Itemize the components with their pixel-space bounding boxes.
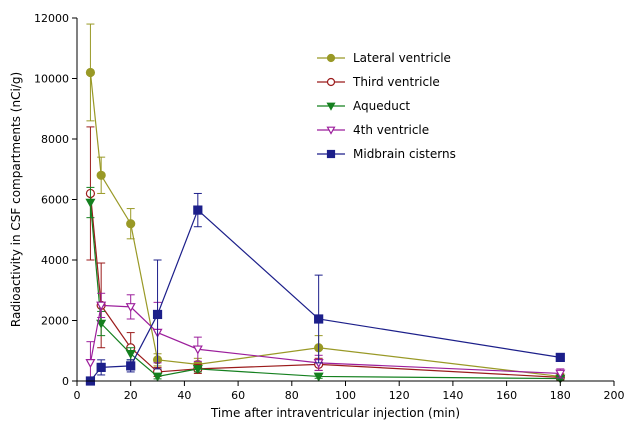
data-point (96, 301, 107, 311)
data-point (85, 67, 96, 78)
x-tick-label: 40 (177, 389, 191, 402)
data-point (126, 361, 136, 371)
y-tick-label: 2000 (41, 315, 69, 328)
series-1 (85, 126, 565, 382)
legend-item-0: Lateral ventricle (317, 51, 451, 65)
legend-label: Midbrain cisterns (353, 147, 456, 161)
data-point (125, 303, 136, 313)
data-point (96, 362, 106, 372)
legend-marker (326, 102, 336, 111)
legend-marker (326, 77, 336, 87)
x-axis-title: Time after intraventricular injection (m… (210, 406, 460, 420)
y-tick-label: 10000 (34, 73, 69, 86)
legend-item-4: Midbrain cisterns (317, 147, 456, 161)
legend-marker (326, 149, 336, 159)
y-tick-label: 0 (62, 375, 69, 388)
data-point (96, 319, 107, 329)
x-tick-label: 180 (550, 389, 571, 402)
data-point (85, 198, 96, 208)
series-layer (85, 23, 566, 386)
x-tick-label: 100 (335, 389, 356, 402)
legend: Lateral ventricle Third ventricle Aqueduct… (317, 51, 456, 161)
legend-label: Lateral ventricle (353, 51, 451, 65)
data-point (192, 365, 203, 375)
series-line (89, 193, 561, 378)
x-tick-label: 20 (124, 389, 138, 402)
data-point (125, 349, 136, 360)
data-point (555, 352, 565, 363)
y-axis-title: Radioactivity in CSF compartments (nCi/g… (9, 72, 23, 327)
y-tick-label: 8000 (41, 133, 69, 146)
series-line (89, 202, 561, 380)
y-tick-label: 12000 (34, 12, 69, 25)
y-tick-label: 4000 (41, 254, 69, 267)
x-tick-label: 160 (496, 389, 517, 402)
data-point (555, 369, 566, 379)
y-tick-label: 6000 (41, 194, 69, 207)
series-0 (85, 23, 565, 382)
data-point (152, 372, 163, 382)
x-tick-label: 60 (231, 389, 245, 402)
legend-label: 4th ventricle (353, 123, 429, 137)
legend-label: Aqueduct (353, 99, 410, 113)
data-point (85, 359, 96, 369)
data-point (152, 309, 163, 320)
x-tick-label: 120 (389, 389, 410, 402)
legend-item-3: 4th ventricle (317, 123, 429, 137)
legend-marker (326, 126, 336, 135)
data-point (313, 372, 324, 382)
data-point (192, 345, 203, 355)
x-tick-label: 200 (604, 389, 625, 402)
legend-item-2: Aqueduct (317, 99, 410, 113)
series-line (89, 209, 561, 382)
legend-label: Third ventricle (352, 75, 440, 89)
data-point (126, 219, 136, 229)
x-tick-label: 80 (285, 389, 299, 402)
data-point (314, 314, 324, 324)
series-4 (85, 192, 565, 386)
x-tick-label: 140 (442, 389, 463, 402)
axes-layer (72, 17, 615, 386)
data-point (193, 205, 203, 215)
data-point (96, 170, 106, 180)
x-tick-label: 0 (74, 389, 81, 402)
tick-labels: 0 2000 4000 6000 8000 10000 12000 0 20 40 60 80 100 1… (34, 12, 625, 402)
legend-item-1: Third ventricle (317, 75, 440, 89)
legend-marker (326, 53, 336, 63)
